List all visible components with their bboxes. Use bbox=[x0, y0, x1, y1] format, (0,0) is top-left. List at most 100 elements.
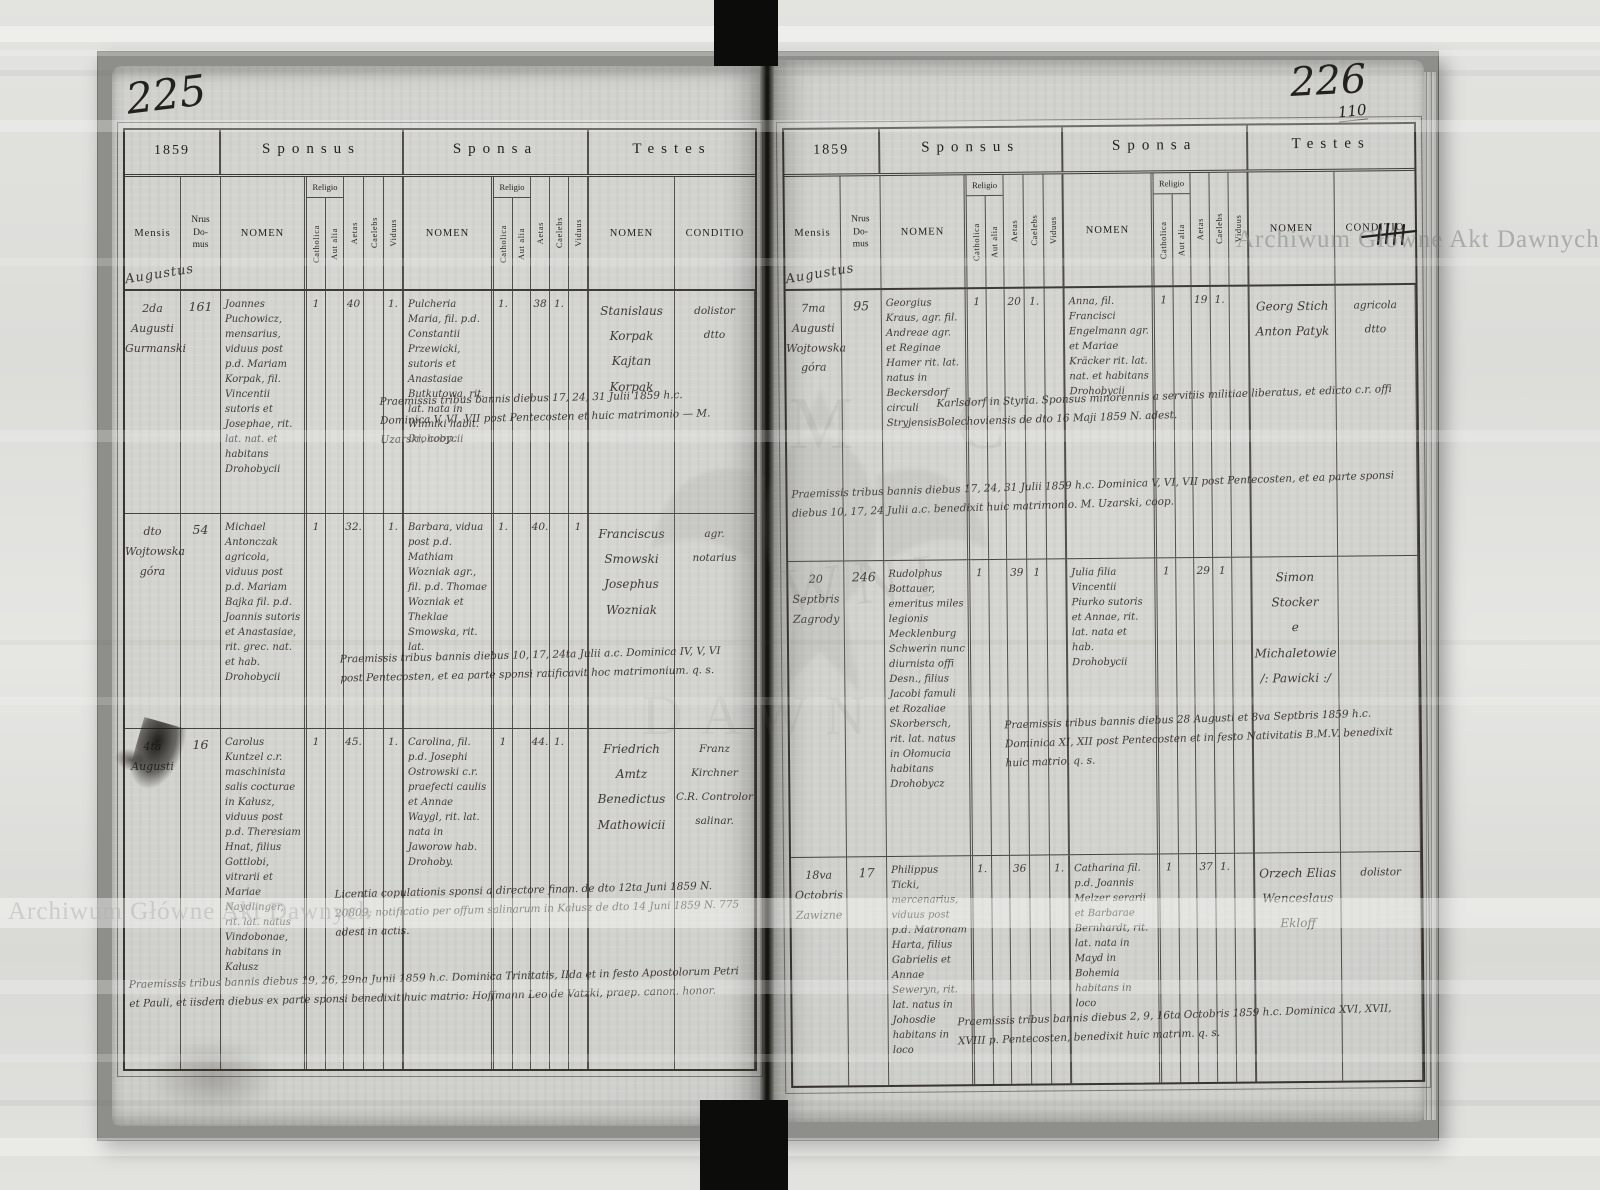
sponsus-nomen-cell: Carolus Kuntzel c.r. maschinista salis c… bbox=[221, 729, 307, 1069]
testes-nomen-cell: Stanislaus Korpak Kajtan Korpak bbox=[589, 291, 675, 513]
sponsa-nomen-column-header: NOMEN bbox=[1063, 173, 1155, 287]
sponsus-autalia-cell bbox=[326, 514, 344, 728]
entry-mensis-cell: 18va Octobris Zawizne bbox=[791, 857, 850, 1086]
sponsa-nomen-column-header: NOMEN bbox=[404, 177, 494, 289]
year-label: 1859 bbox=[125, 130, 221, 174]
entry-mensis-cell: dto Wojtowska góra bbox=[125, 514, 185, 728]
sponsa-caelebs-column-header: Caelebs bbox=[550, 177, 569, 289]
aut-alia-label: Aut alia bbox=[516, 227, 527, 260]
sponsa-catholica-cell: 1 bbox=[1159, 854, 1182, 1083]
house-number-column-header: Nrus Do- mus bbox=[181, 177, 221, 289]
mensis-column-header: Mensis Augustus bbox=[784, 176, 856, 289]
sponsus-section-label: Sponsus bbox=[880, 127, 1064, 174]
sponsa-autalia-cell bbox=[1178, 854, 1200, 1083]
catholica-column-header: Catholica bbox=[966, 196, 987, 288]
binding-shadow-bottom bbox=[700, 1100, 788, 1190]
mensis-label: Mensis bbox=[794, 227, 831, 239]
sponsus-caelebs-column-header: Caelebs bbox=[364, 177, 384, 289]
religio-label: Religio bbox=[494, 177, 530, 198]
aut-alia-column-header: Aut alia bbox=[1172, 194, 1190, 285]
testes-conditio-cell: agricola dtto bbox=[1335, 284, 1419, 556]
sponsus-aetas-cell: 45. bbox=[344, 729, 364, 1069]
sponsus-religio-group: Religio Catholica Aut alia bbox=[966, 174, 1005, 288]
viduus-label: Viduus bbox=[388, 219, 398, 247]
register-table-left: 1859 Sponsus Sponsa Testes Mensis August… bbox=[117, 122, 763, 1077]
binding-shadow-top bbox=[714, 0, 778, 66]
sponsus-aetas-cell: 39 bbox=[1007, 559, 1030, 855]
testes-section-label: Testes bbox=[1291, 135, 1371, 153]
testes-conditio-cell: dolistor dtto bbox=[675, 291, 755, 513]
register-page-right: 1859 Sponsus Sponsa Testes Mensis August… bbox=[774, 60, 1426, 1122]
scan-streak bbox=[0, 1138, 1600, 1156]
testes-conditio-cell: dolistor bbox=[1340, 851, 1424, 1081]
mensis-handwritten-month: Augustus bbox=[124, 261, 196, 288]
sponsa-viduus-cell: 1 bbox=[569, 514, 589, 728]
sponsa-caelebs-cell: 1. bbox=[550, 729, 569, 1069]
sponsus-section-label: Sponsus bbox=[221, 130, 404, 174]
register-entry: 18va Octobris Zawizne 17 Philippus Ticki… bbox=[791, 851, 1424, 1086]
mensis-handwritten-month: Augustus bbox=[784, 260, 856, 288]
sponsus-viduus-cell bbox=[1047, 559, 1070, 855]
sponsa-nomen-cell: Pulcheria Maria, fil. p.d. Constantii Pr… bbox=[404, 291, 494, 513]
testes-nomen-cell: Orzech Elias Wenceslaus Ekloff bbox=[1254, 852, 1344, 1082]
catholica-column-header: Catholica bbox=[494, 198, 513, 289]
catholica-label: Catholica bbox=[497, 224, 508, 263]
sponsus-catholica-cell: 1 bbox=[307, 514, 326, 728]
book-binding-gap bbox=[760, 58, 774, 1126]
register-entry: 2da Augusti Gurmanski 161 Joannes Puchow… bbox=[125, 291, 755, 514]
sponsa-religio-group: Religio Catholica Aut alia bbox=[1153, 173, 1192, 286]
sponsus-viduus-cell: 1. bbox=[1049, 855, 1073, 1084]
sponsus-caelebs-cell bbox=[364, 291, 384, 513]
sponsa-viduus-column-header: Viduus bbox=[569, 177, 589, 289]
sponsus-nomen-column-header: NOMEN bbox=[221, 177, 307, 289]
sponsa-autalia-cell bbox=[513, 514, 531, 728]
sponsus-aetas-column-header: Aetas bbox=[344, 177, 364, 289]
sponsa-autalia-cell bbox=[513, 729, 531, 1069]
sponsus-catholica-cell: 1 bbox=[307, 291, 326, 513]
aut-alia-label: Aut alia bbox=[1176, 223, 1187, 256]
sponsa-caelebs-cell: 1. bbox=[550, 291, 569, 513]
sponsus-viduus-cell: 1. bbox=[384, 729, 404, 1069]
catholica-column-header: Catholica bbox=[1153, 194, 1174, 286]
register-page-left: 1859 Sponsus Sponsa Testes Mensis August… bbox=[112, 66, 763, 1126]
religio-subcolumns: Catholica Aut alia bbox=[494, 198, 530, 289]
testes-conditio-cell: agr. notarius bbox=[675, 514, 755, 728]
aetas-label: Aetas bbox=[348, 221, 359, 245]
catholica-label: Catholica bbox=[1157, 220, 1169, 259]
sponsus-autalia-cell bbox=[326, 729, 344, 1069]
viduus-label: Viduus bbox=[1047, 216, 1059, 245]
sponsa-nomen-cell: Carolina, fil. p.d. Josephi Ostrowski c.… bbox=[404, 729, 494, 1069]
testes-nomen-cell: Franciscus Smowski Josephus Wozniak bbox=[589, 514, 675, 728]
sponsus-aetas-cell: 40 bbox=[344, 291, 364, 513]
archive-watermark-text: Archiwum Główne Akt Dawnych bbox=[1236, 226, 1600, 253]
catholica-label: Catholica bbox=[310, 224, 321, 263]
religio-subcolumns: Catholica Aut alia bbox=[307, 198, 343, 289]
sponsa-aetas-column-header: Aetas bbox=[531, 177, 550, 289]
religio-subcolumns: Catholica Aut alia bbox=[966, 196, 1004, 288]
sponsa-catholica-cell: 1. bbox=[494, 514, 513, 728]
sponsus-caelebs-cell bbox=[364, 729, 384, 1069]
watermark-fragment: DAWN bbox=[642, 685, 884, 747]
mensis-column-header: Mensis Augustus bbox=[124, 177, 196, 289]
licentia-note: Licentia copulationis sponsi a directore… bbox=[334, 880, 740, 939]
sponsa-aetas-cell: 38 bbox=[531, 291, 550, 513]
caelebs-label: Caelebs bbox=[1028, 214, 1039, 247]
sponsa-caelebs-cell: 1. bbox=[1215, 853, 1238, 1082]
house-number-column-header: Nrus Do- mus bbox=[840, 176, 882, 289]
caelebs-label: Caelebs bbox=[554, 217, 564, 249]
sponsa-nomen-cell: Julia filia Vincentii Piurko sutoris et … bbox=[1067, 558, 1160, 855]
testes-section-label: Testes bbox=[632, 141, 712, 157]
sponsus-catholica-cell: 1 bbox=[307, 729, 326, 1069]
religio-label: Religio bbox=[966, 174, 1003, 197]
entry-house-number-cell: 16 bbox=[181, 729, 221, 1069]
entry-house-number-cell: 17 bbox=[847, 857, 890, 1086]
sponsa-viduus-cell bbox=[569, 291, 589, 513]
auxiliary-page-number: 110 bbox=[1337, 100, 1368, 123]
sponsus-nomen-column-header: NOMEN bbox=[880, 175, 968, 289]
sponsa-section-label: Sponsa bbox=[1063, 125, 1249, 172]
mensis-label: Mensis bbox=[134, 227, 171, 239]
sponsa-religio-group: Religio Catholica Aut alia bbox=[494, 177, 531, 289]
sponsus-nomen-cell: Joannes Puchowicz, mensarius, viduus pos… bbox=[221, 291, 307, 513]
sponsus-aetas-cell: 36 bbox=[1009, 855, 1033, 1084]
testes-nomen-cell: Friedrich Amtz Benedictus Mathowicii bbox=[589, 729, 675, 1069]
